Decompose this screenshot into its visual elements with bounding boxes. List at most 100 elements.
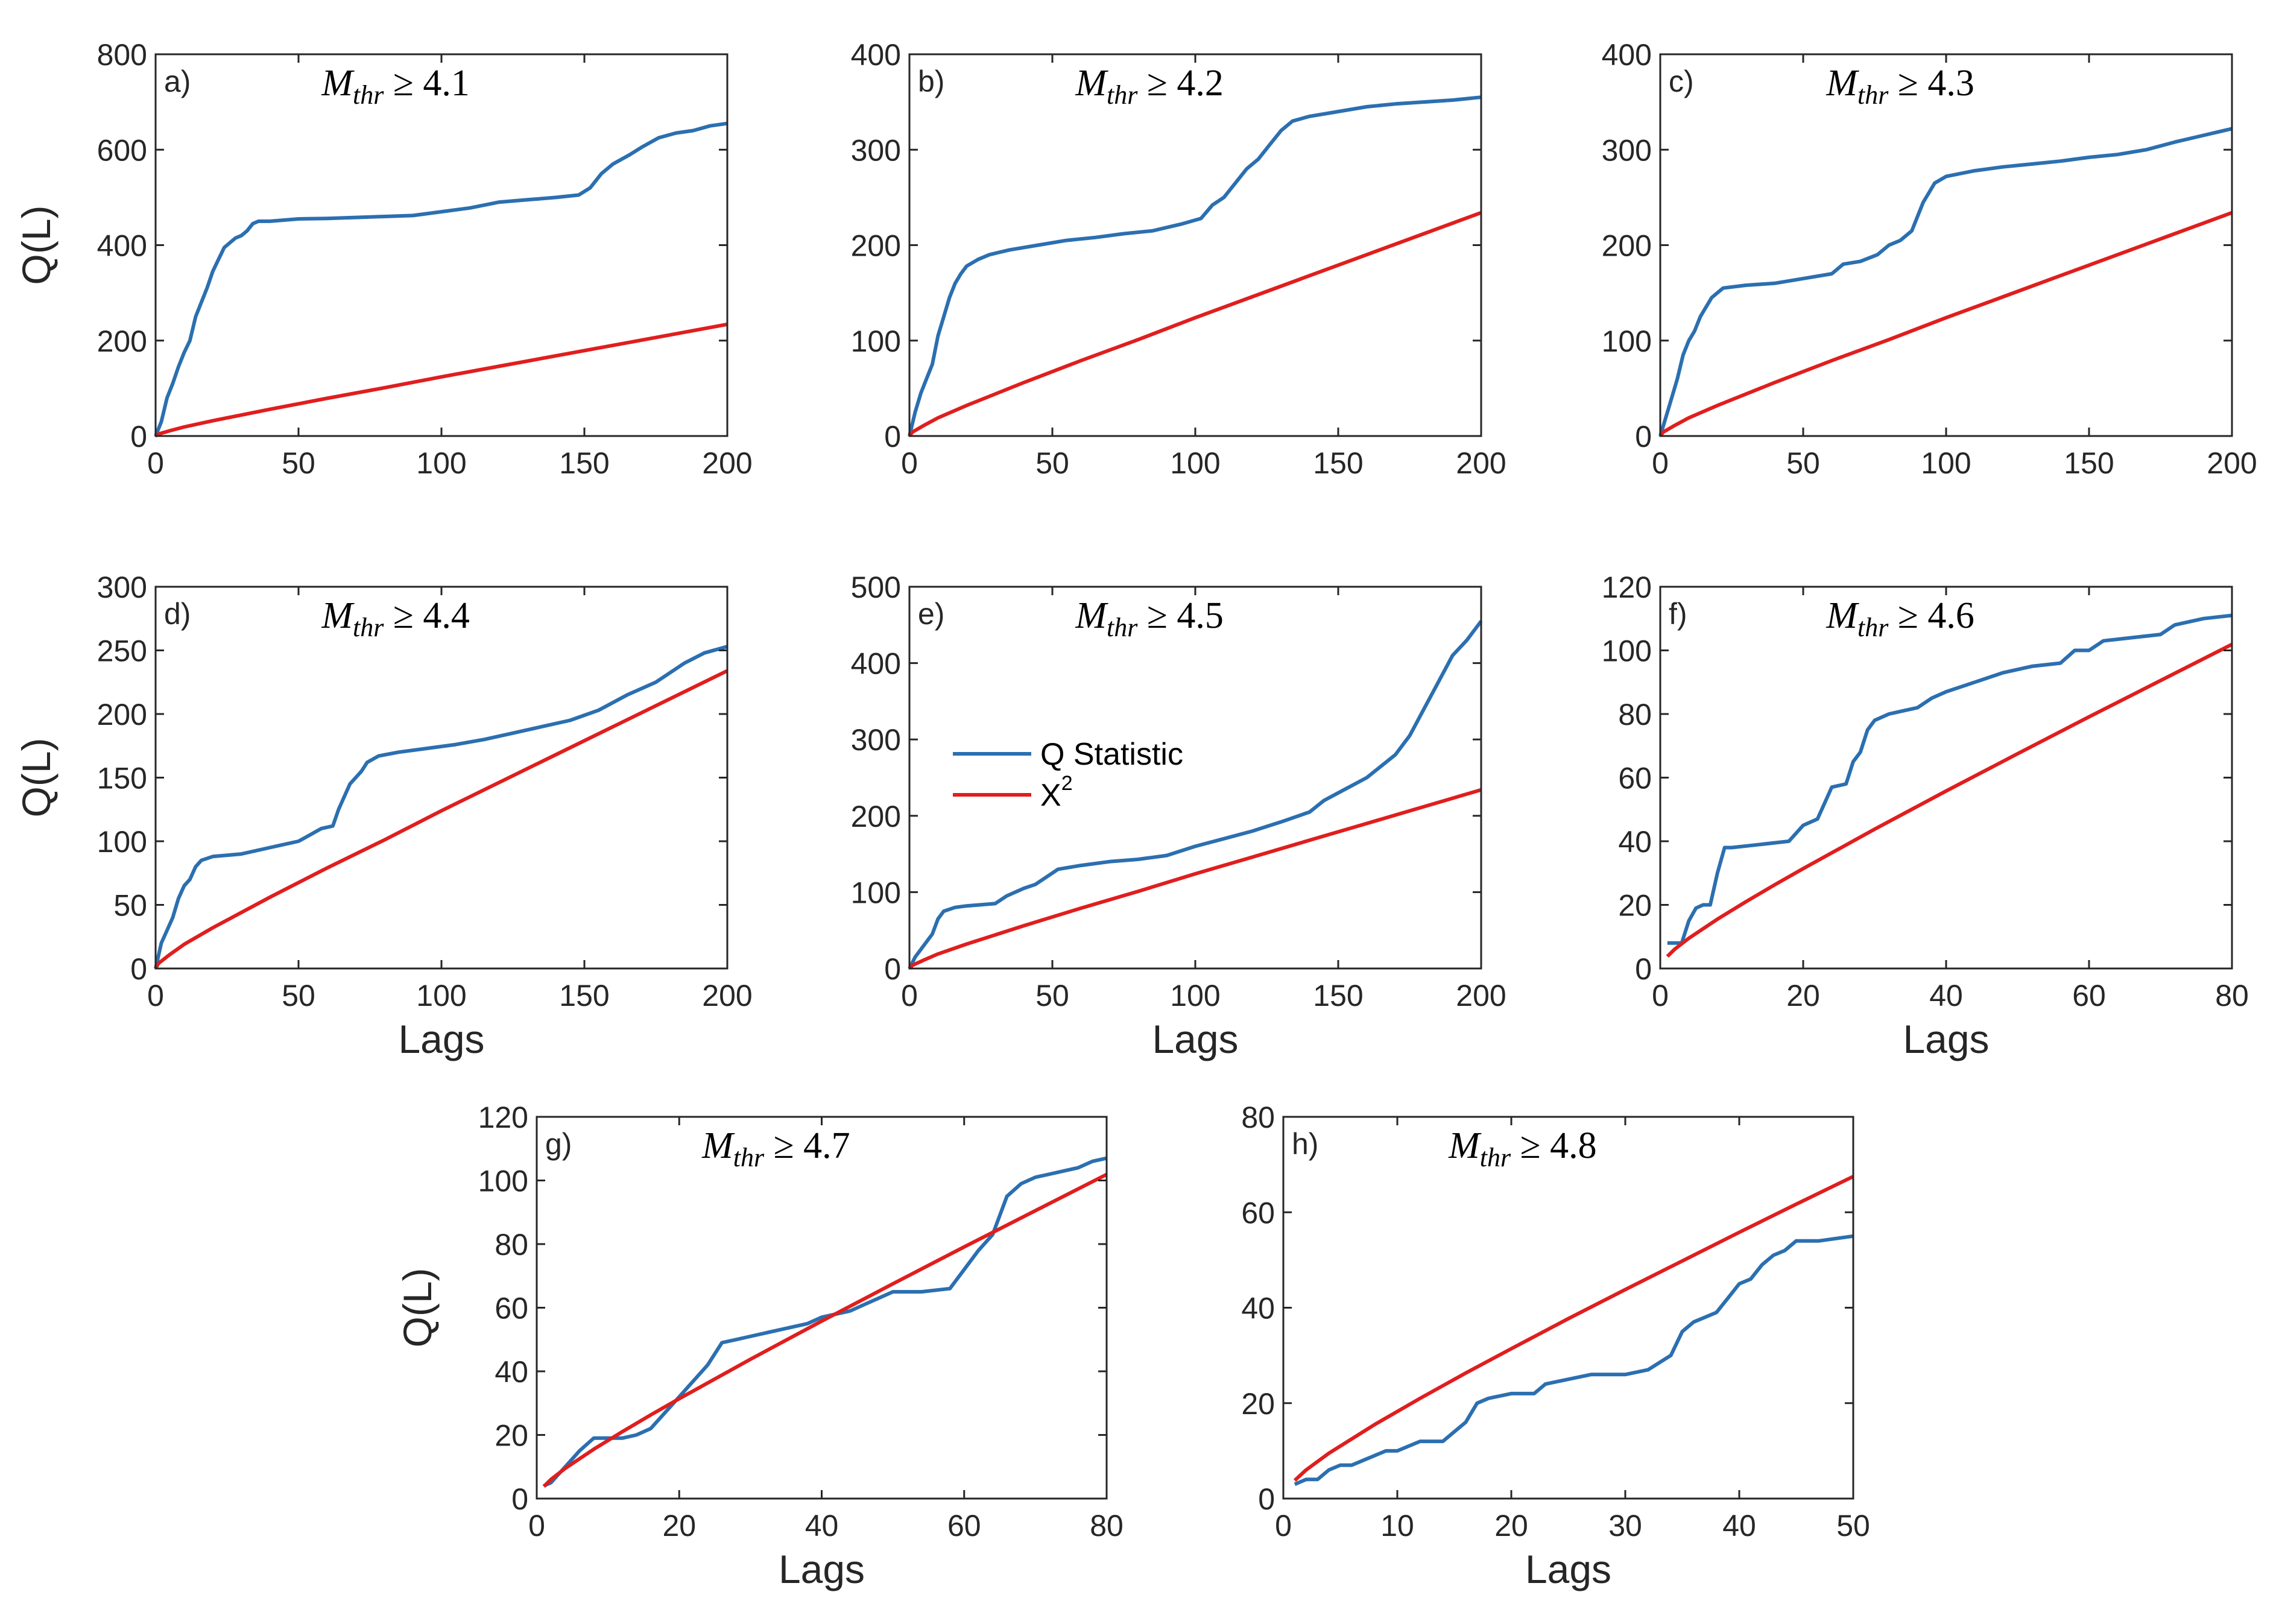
y-tick-label: 100 xyxy=(478,1164,528,1198)
y-tick-label: 200 xyxy=(1602,229,1652,263)
x-tick-label: 0 xyxy=(901,979,918,1013)
y-tick-label: 0 xyxy=(511,1482,528,1516)
x-tick-label: 50 xyxy=(282,979,315,1013)
x-tick-label: 10 xyxy=(1380,1509,1414,1543)
legend-chi-base: X xyxy=(1040,778,1061,813)
chart-panel-1: 0 50 100 150 200 0 200 400 600 800 a) Mthr ≥ 4.1 Q(L… xyxy=(14,38,753,480)
y-tick-label: 0 xyxy=(130,420,147,453)
x-axis-label: Lags xyxy=(1903,1017,1989,1061)
panel-letter: a) xyxy=(164,65,191,98)
x-tick-label: 80 xyxy=(1090,1509,1124,1543)
y-tick-label: 80 xyxy=(495,1228,528,1262)
y-tick-label: 100 xyxy=(97,825,147,859)
axes-box-8 xyxy=(1282,1116,1854,1500)
chi-square-line-4 xyxy=(154,669,729,970)
axes-box-5 xyxy=(908,586,1482,970)
y-tick-label: 100 xyxy=(1602,634,1652,668)
y-tick-label: 200 xyxy=(97,698,147,731)
chi-square-line-7 xyxy=(542,1172,1108,1488)
x-tick-label: 150 xyxy=(559,446,609,480)
y-tick-label: 200 xyxy=(851,229,901,263)
legend-q-label: Q Statistic xyxy=(1040,737,1183,772)
y-tick-label: 0 xyxy=(1635,952,1652,986)
y-tick-label: 20 xyxy=(1618,889,1652,923)
y-tick-label: 80 xyxy=(1241,1101,1275,1134)
x-tick-label: 100 xyxy=(1170,446,1220,480)
x-tick-label: 200 xyxy=(2207,446,2257,480)
legend-chi-label: X2 xyxy=(1040,772,1073,813)
panel-title: Mthr ≥ 4.8 xyxy=(1448,1125,1597,1172)
chart-panel-7: 0 20 40 60 80 0 20 40 60 80 100 120 g) Mthr ≥ 4.7 Lags… xyxy=(395,1101,1124,1591)
y-tick-label: 0 xyxy=(1258,1482,1275,1516)
q-statistic-line-6 xyxy=(1667,613,2233,945)
x-tick-label: 40 xyxy=(805,1509,839,1543)
y-tick-label: 400 xyxy=(851,647,901,681)
chi-square-line-6 xyxy=(1666,642,2233,958)
y-tick-label: 100 xyxy=(851,324,901,358)
y-tick-label: 300 xyxy=(851,723,901,757)
y-tick-label: 20 xyxy=(1241,1387,1275,1421)
x-tick-label: 40 xyxy=(1929,979,1963,1013)
chart-panel-6: 0 20 40 60 80 0 20 40 60 80 100 120 f) Mthr ≥ 4.6 Lags xyxy=(1602,570,2249,1061)
x-tick-label: 0 xyxy=(901,446,918,480)
x-tick-label: 200 xyxy=(702,446,752,480)
q-statistic-line-2 xyxy=(908,95,1482,437)
x-tick-label: 150 xyxy=(1313,446,1363,480)
chart-panel-4: 0 50 100 150 200 0 50 100 150 200 250 300 d) Mthr ≥ 4… xyxy=(14,570,753,1061)
panel-letter: d) xyxy=(164,597,191,631)
y-tick-label: 0 xyxy=(884,420,901,453)
x-tick-label: 150 xyxy=(2064,446,2114,480)
panel-letter: c) xyxy=(1669,65,1694,98)
y-tick-label: 400 xyxy=(97,229,147,263)
y-tick-label: 50 xyxy=(113,889,147,923)
panel-title: Mthr ≥ 4.2 xyxy=(1075,63,1224,110)
x-axis-label: Lags xyxy=(1525,1547,1611,1591)
x-tick-label: 60 xyxy=(2072,979,2106,1013)
x-tick-label: 200 xyxy=(1456,446,1506,480)
y-axis-label: Q(L) xyxy=(14,206,58,285)
x-tick-label: 0 xyxy=(147,446,164,480)
chi-square-line-1 xyxy=(154,322,728,438)
panel-title: Mthr ≥ 4.4 xyxy=(321,595,470,642)
y-tick-label: 600 xyxy=(97,133,147,167)
x-tick-label: 150 xyxy=(1313,979,1363,1013)
q-statistic-line-4 xyxy=(154,645,728,969)
y-tick-label: 100 xyxy=(1602,324,1652,358)
x-axis-label: Lags xyxy=(779,1547,865,1591)
x-tick-label: 100 xyxy=(1921,446,1971,480)
y-tick-label: 300 xyxy=(97,570,147,604)
x-tick-label: 200 xyxy=(702,979,752,1013)
y-tick-label: 100 xyxy=(851,876,901,909)
y-tick-label: 150 xyxy=(97,762,147,795)
x-tick-label: 50 xyxy=(1035,979,1069,1013)
x-tick-label: 100 xyxy=(1170,979,1220,1013)
x-tick-label: 50 xyxy=(1035,446,1069,480)
chart-panel-5: 0 50 100 150 200 0 100 200 300 400 500 e) Mthr ≥ 4.5… xyxy=(851,570,1506,1061)
x-tick-label: 0 xyxy=(1652,446,1669,480)
y-tick-label: 60 xyxy=(495,1292,528,1325)
x-tick-label: 0 xyxy=(528,1509,545,1543)
y-axis-label: Q(L) xyxy=(14,738,58,818)
x-tick-label: 80 xyxy=(2215,979,2249,1013)
x-tick-label: 0 xyxy=(1652,979,1669,1013)
chi-square-line-5 xyxy=(908,788,1482,970)
q-statistic-line-7 xyxy=(543,1156,1107,1488)
y-tick-label: 0 xyxy=(130,952,147,986)
y-tick-label: 300 xyxy=(851,133,901,167)
y-tick-label: 120 xyxy=(1602,570,1652,604)
chi-square-line-3 xyxy=(1658,210,2233,437)
y-tick-label: 300 xyxy=(1602,133,1652,167)
legend-chi-sup: 2 xyxy=(1061,772,1073,795)
panel-letter: e) xyxy=(918,597,944,631)
panel-letter: g) xyxy=(545,1127,572,1161)
q-statistic-line-1 xyxy=(154,121,728,437)
panel-letter: f) xyxy=(1669,597,1687,631)
y-tick-label: 250 xyxy=(97,634,147,668)
panel-title: Mthr ≥ 4.1 xyxy=(321,63,470,110)
y-tick-label: 500 xyxy=(851,570,901,604)
x-axis-label: Lags xyxy=(398,1017,484,1061)
y-tick-label: 20 xyxy=(495,1419,528,1453)
x-tick-label: 20 xyxy=(1494,1509,1528,1543)
y-tick-label: 800 xyxy=(97,38,147,72)
